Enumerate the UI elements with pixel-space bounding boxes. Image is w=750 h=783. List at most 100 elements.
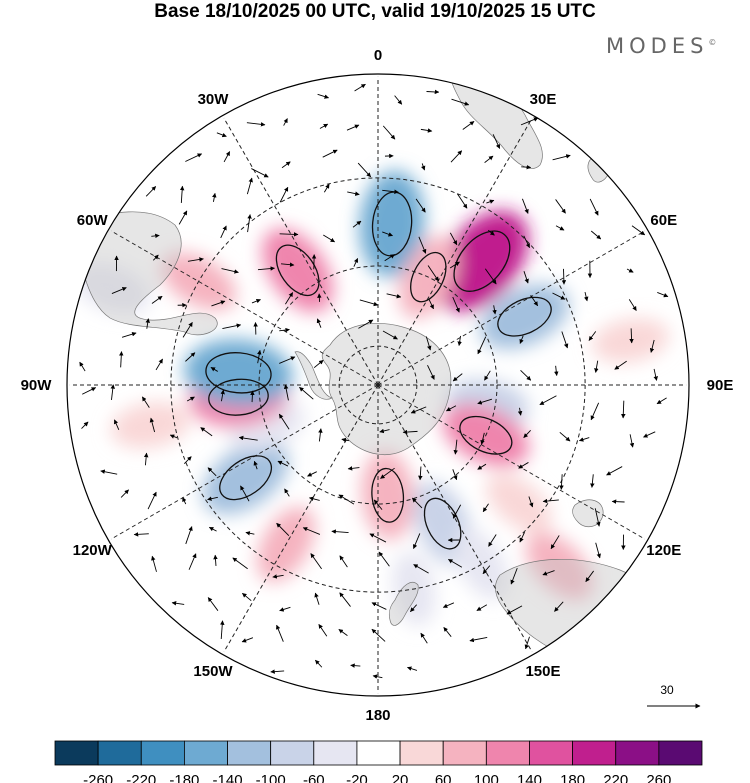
wind-vector bbox=[523, 271, 529, 284]
wind-vector bbox=[480, 432, 485, 445]
wind-vector bbox=[550, 535, 560, 550]
wind-vector bbox=[380, 467, 395, 479]
wind-vector bbox=[519, 335, 524, 344]
wind-vector bbox=[358, 319, 374, 329]
wind-vector bbox=[240, 485, 250, 502]
wind-vector bbox=[315, 659, 323, 668]
colorbar-bin bbox=[442, 740, 487, 766]
wind-vector bbox=[559, 431, 571, 442]
wind-vector bbox=[353, 257, 359, 267]
wind-vector bbox=[542, 570, 555, 576]
wind-vector bbox=[421, 163, 426, 171]
wind-vector bbox=[420, 632, 428, 644]
longitude-label: 60W bbox=[77, 212, 109, 229]
wind-vector bbox=[555, 199, 566, 214]
contour-8 bbox=[371, 467, 405, 523]
colorbar-tick-label: -140 bbox=[213, 772, 243, 783]
wind-vector bbox=[354, 83, 366, 92]
wind-vector bbox=[521, 164, 532, 170]
anomaly-core-18 bbox=[278, 247, 318, 294]
wind-vector bbox=[213, 554, 218, 566]
wind-vector bbox=[113, 419, 120, 430]
vector-reference-value: 30 bbox=[660, 683, 674, 697]
wind-vector bbox=[554, 601, 564, 612]
wind-vector bbox=[585, 570, 594, 583]
wind-vector bbox=[246, 177, 253, 195]
wind-vector bbox=[276, 522, 290, 537]
wind-vector bbox=[220, 389, 225, 402]
wind-vector bbox=[412, 533, 421, 549]
wind-vector bbox=[594, 360, 599, 373]
wind-vector bbox=[611, 499, 625, 504]
wind-vector bbox=[384, 254, 395, 262]
wind-vector bbox=[82, 387, 97, 395]
wind-vector bbox=[238, 435, 258, 441]
longitude-label: 30W bbox=[198, 91, 230, 108]
longitude-label: 90E bbox=[707, 377, 734, 394]
lat-lon-grid bbox=[69, 76, 687, 694]
colorbar-bin bbox=[313, 740, 358, 766]
wind-vector bbox=[418, 466, 423, 481]
wind-vector bbox=[406, 666, 418, 671]
colorbar-tick-label: 100 bbox=[474, 772, 499, 783]
colorbar-bin bbox=[227, 740, 272, 766]
wind-vector bbox=[212, 192, 217, 202]
wind-vector bbox=[207, 597, 219, 611]
wind-vector bbox=[555, 225, 565, 231]
colorbar-tick-label: 180 bbox=[560, 772, 585, 783]
wind-vector bbox=[456, 193, 468, 209]
wind-vector bbox=[318, 428, 323, 442]
meridian-line bbox=[223, 117, 379, 386]
wind-vector bbox=[523, 235, 530, 249]
wind-vector bbox=[418, 236, 427, 254]
longitude-labels: 0 30E 60E 90E 120E 150E 180 150W 120W 90W 60W 30W bbox=[21, 47, 734, 724]
wind-vector bbox=[339, 592, 351, 607]
wind-vector bbox=[283, 384, 289, 401]
wind-vector bbox=[251, 168, 269, 178]
wind-vector bbox=[313, 359, 324, 369]
wind-vector bbox=[111, 287, 127, 295]
wind-vector bbox=[121, 332, 137, 338]
wind-vector bbox=[220, 225, 227, 239]
wind-vector bbox=[317, 93, 330, 99]
wind-vector bbox=[323, 183, 330, 193]
meridian-line bbox=[377, 384, 646, 540]
wind-vector bbox=[185, 526, 193, 545]
wind-vector bbox=[448, 558, 463, 568]
wind-vector bbox=[299, 386, 314, 400]
wind-vector bbox=[621, 400, 626, 419]
wind-vector bbox=[552, 154, 571, 161]
longitude-label: 150W bbox=[193, 663, 233, 680]
wind-vector bbox=[590, 230, 602, 240]
wind-vector bbox=[347, 191, 360, 196]
wind-vector bbox=[316, 318, 322, 328]
colorbar-bin bbox=[270, 740, 315, 766]
wind-vector bbox=[151, 295, 163, 304]
anomaly-core-1 bbox=[456, 233, 508, 289]
longitude-label: 60E bbox=[650, 212, 677, 229]
wind-vector bbox=[331, 529, 349, 534]
wind-vector bbox=[133, 532, 149, 537]
contour-12 bbox=[219, 455, 272, 501]
wind-vector bbox=[425, 336, 432, 351]
wind-vector bbox=[510, 567, 518, 585]
wind-vector bbox=[379, 428, 390, 434]
wind-vector bbox=[482, 565, 491, 575]
wind-vectors bbox=[79, 83, 669, 679]
new-zealand bbox=[388, 581, 419, 626]
wind-vector bbox=[413, 564, 429, 574]
wind-vector bbox=[451, 98, 470, 106]
wind-vector bbox=[185, 153, 203, 162]
meridian-line bbox=[377, 230, 646, 386]
anomaly-blob-10 bbox=[525, 532, 593, 600]
wind-vector bbox=[232, 557, 248, 570]
wind-vector bbox=[152, 254, 159, 261]
wind-vector bbox=[183, 456, 192, 465]
tasmania bbox=[572, 499, 604, 528]
wind-vector bbox=[338, 628, 348, 636]
wind-vector bbox=[561, 331, 569, 349]
colorbar-tick-label: 220 bbox=[603, 772, 628, 783]
wind-vector bbox=[487, 229, 495, 236]
wind-vector bbox=[443, 626, 452, 637]
